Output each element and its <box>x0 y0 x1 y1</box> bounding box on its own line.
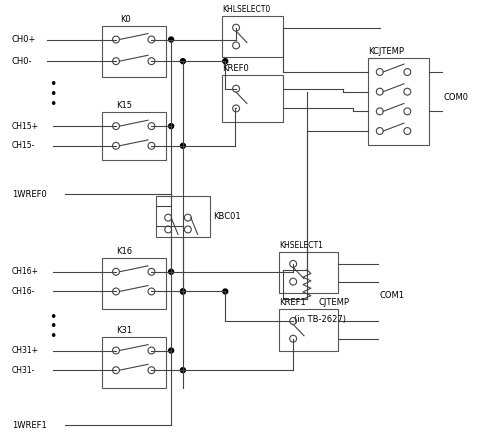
Text: KHLSELECT0: KHLSELECT0 <box>222 5 270 14</box>
Circle shape <box>148 142 155 149</box>
Text: K16: K16 <box>116 247 132 256</box>
Bar <box>280 309 338 351</box>
Circle shape <box>180 289 186 294</box>
Text: KREF0: KREF0 <box>222 64 249 73</box>
Circle shape <box>180 59 186 64</box>
Text: CH31+: CH31+ <box>12 346 39 355</box>
Circle shape <box>233 105 240 112</box>
Text: •: • <box>49 311 57 324</box>
Circle shape <box>148 36 155 43</box>
Bar <box>222 16 283 57</box>
Circle shape <box>290 260 296 267</box>
Circle shape <box>376 108 383 115</box>
Circle shape <box>290 318 296 325</box>
Circle shape <box>113 367 120 374</box>
Circle shape <box>113 142 120 149</box>
Text: K0: K0 <box>120 15 131 24</box>
Circle shape <box>113 36 120 43</box>
Circle shape <box>404 128 411 135</box>
Circle shape <box>148 347 155 354</box>
Text: 1WREF1: 1WREF1 <box>12 421 46 430</box>
Text: CH31-: CH31- <box>12 366 35 375</box>
Circle shape <box>169 348 174 353</box>
Circle shape <box>223 289 228 294</box>
Circle shape <box>169 270 174 274</box>
Circle shape <box>180 368 186 373</box>
Circle shape <box>148 288 155 295</box>
Circle shape <box>376 69 383 76</box>
Text: CH0+: CH0+ <box>12 35 36 44</box>
Circle shape <box>233 42 240 49</box>
Circle shape <box>148 58 155 65</box>
Text: 1WREF0: 1WREF0 <box>12 190 46 198</box>
Circle shape <box>404 69 411 76</box>
Circle shape <box>233 24 240 31</box>
Circle shape <box>185 226 191 233</box>
Circle shape <box>180 289 186 294</box>
Text: •: • <box>49 88 57 101</box>
Text: KBC01: KBC01 <box>214 212 241 221</box>
Circle shape <box>113 347 120 354</box>
Bar <box>368 58 429 145</box>
Circle shape <box>148 123 155 130</box>
Text: (in TB-2627): (in TB-2627) <box>294 315 346 323</box>
Bar <box>102 26 166 77</box>
Text: CJTEMP: CJTEMP <box>319 298 350 307</box>
Text: COM1: COM1 <box>380 291 405 300</box>
Circle shape <box>180 143 186 148</box>
Circle shape <box>404 108 411 115</box>
Text: •: • <box>49 78 57 91</box>
Text: CH15-: CH15- <box>12 141 35 150</box>
Circle shape <box>185 214 191 221</box>
Circle shape <box>165 214 172 221</box>
Text: •: • <box>49 320 57 333</box>
Circle shape <box>148 268 155 275</box>
Text: •: • <box>49 98 57 111</box>
Circle shape <box>223 59 228 64</box>
Bar <box>102 337 166 388</box>
Text: K15: K15 <box>116 102 132 110</box>
Text: KHSELECT1: KHSELECT1 <box>280 241 323 250</box>
Circle shape <box>169 124 174 128</box>
Text: CH15+: CH15+ <box>12 122 39 131</box>
Circle shape <box>113 58 120 65</box>
Bar <box>102 112 166 160</box>
Circle shape <box>113 123 120 130</box>
Text: COM0: COM0 <box>444 93 469 102</box>
Circle shape <box>376 128 383 135</box>
Circle shape <box>113 268 120 275</box>
Circle shape <box>233 85 240 92</box>
Bar <box>102 258 166 309</box>
Text: K31: K31 <box>116 326 132 335</box>
Circle shape <box>290 335 296 342</box>
Text: CH16+: CH16+ <box>12 267 39 276</box>
Circle shape <box>113 288 120 295</box>
Bar <box>156 196 211 237</box>
Circle shape <box>148 367 155 374</box>
Text: KREF1: KREF1 <box>280 298 306 307</box>
Bar <box>280 252 338 293</box>
Circle shape <box>165 226 172 233</box>
Text: CH0-: CH0- <box>12 57 32 66</box>
Circle shape <box>290 278 296 285</box>
Bar <box>222 75 283 122</box>
Circle shape <box>376 88 383 95</box>
Text: KCJTEMP: KCJTEMP <box>368 47 404 56</box>
Circle shape <box>404 88 411 95</box>
Circle shape <box>169 37 174 42</box>
Text: •: • <box>49 330 57 343</box>
Text: CH16-: CH16- <box>12 287 35 296</box>
